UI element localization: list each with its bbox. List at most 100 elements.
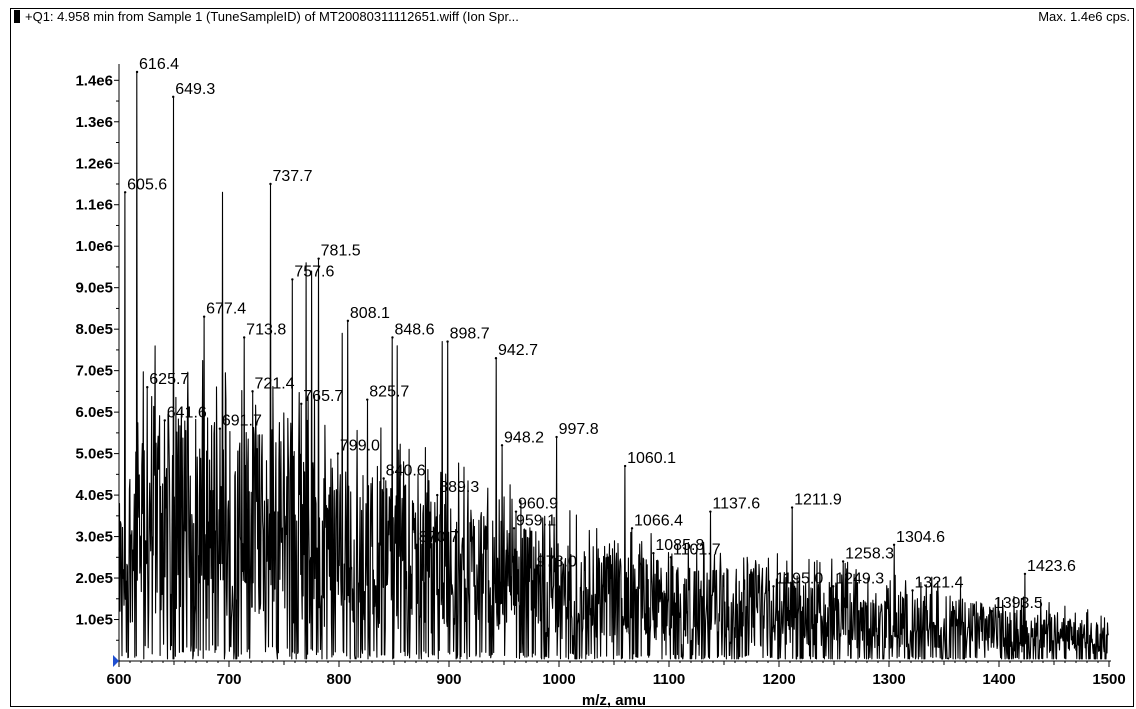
y-tick-label: 1.2e6 bbox=[75, 155, 113, 172]
peak-point bbox=[709, 510, 712, 513]
peak-label: 757.6 bbox=[294, 263, 334, 280]
peak-point bbox=[317, 257, 320, 260]
x-tick-label: 1300 bbox=[872, 671, 905, 688]
peak-point bbox=[514, 510, 518, 513]
peak-labels: 605.6 616.4 625.7 641.6 649.3 677.4 691.7 713.8… bbox=[123, 56, 1076, 613]
y-tick-label: 8.0e5 bbox=[75, 321, 113, 338]
spectrum-title: +Q1: 4.958 min from Sample 1 (TuneSample… bbox=[25, 9, 519, 24]
peak-label: 1085.8 bbox=[655, 537, 704, 554]
y-tick-label: 6.0e5 bbox=[75, 404, 113, 421]
peak-point bbox=[346, 319, 350, 323]
y-tick-label: 5.0e5 bbox=[75, 446, 113, 463]
peak-point bbox=[555, 435, 558, 439]
x-tick-label: 1000 bbox=[542, 671, 575, 688]
y-tick-label: 1.3e6 bbox=[75, 114, 113, 131]
peak-label: 978.0 bbox=[537, 554, 577, 571]
peak-label: 605.6 bbox=[127, 176, 167, 193]
peak-point bbox=[790, 506, 794, 509]
peak-point bbox=[172, 95, 175, 99]
peak-point bbox=[146, 386, 149, 389]
peak-label: 641.6 bbox=[167, 404, 207, 421]
x-tick-label: 800 bbox=[326, 671, 351, 688]
peak-label: 1258.3 bbox=[845, 545, 894, 562]
peak-point bbox=[382, 477, 385, 480]
x-tick-label: 1200 bbox=[762, 671, 795, 688]
peak-label: 616.4 bbox=[139, 56, 179, 73]
peak-point bbox=[623, 464, 627, 468]
peak-label: 677.4 bbox=[206, 301, 246, 318]
y-tick-label: 1.0e6 bbox=[75, 238, 113, 255]
peak-point bbox=[512, 527, 516, 530]
y-tick-label: 7.0e5 bbox=[75, 363, 113, 380]
peak-label: 960.9 bbox=[518, 496, 558, 513]
peak-point bbox=[436, 493, 439, 497]
peak-point bbox=[300, 402, 303, 406]
peak-label: 649.3 bbox=[175, 81, 215, 98]
peak-label: 625.7 bbox=[149, 371, 189, 388]
peak-point bbox=[990, 610, 994, 613]
x-tick-label: 1500 bbox=[1092, 671, 1125, 688]
peak-label: 1304.6 bbox=[896, 529, 945, 546]
x-axis-label: m/z, amu bbox=[582, 692, 646, 709]
y-tick-label: 2.0e5 bbox=[75, 570, 113, 587]
peak-point bbox=[251, 390, 254, 393]
peak-point bbox=[892, 543, 896, 547]
chart-header: +Q1: 4.958 min from Sample 1 (TuneSample… bbox=[10, 8, 1134, 26]
peak-point bbox=[291, 278, 294, 281]
peak-label: 1249.3 bbox=[835, 570, 884, 587]
peak-label: 1066.4 bbox=[634, 512, 683, 529]
axes: 1.0e5 2.0e5 3.0e5 4.0e5 5.0e5 6.0e5 7.0e5 8.0e5… bbox=[75, 64, 1126, 709]
y-tick-label: 4.0e5 bbox=[75, 487, 113, 504]
peak-point bbox=[652, 551, 655, 555]
peak-point bbox=[832, 585, 835, 588]
x-tick-label: 1100 bbox=[653, 671, 686, 688]
peak-point bbox=[242, 336, 246, 339]
peak-label: 1211.9 bbox=[794, 492, 842, 509]
peak-point bbox=[135, 70, 139, 74]
peak-label: 1101.7 bbox=[673, 541, 721, 558]
peak-label: 942.7 bbox=[498, 342, 538, 359]
peak-label: 1137.6 bbox=[712, 496, 760, 513]
peak-point bbox=[123, 191, 127, 194]
peak-point bbox=[202, 315, 206, 318]
max-intensity-label: Max. 1.4e6 cps. bbox=[1038, 9, 1130, 24]
peak-point bbox=[269, 182, 272, 186]
peak-point bbox=[772, 585, 775, 588]
peak-point bbox=[163, 419, 166, 422]
origin-marker-icon bbox=[113, 655, 119, 667]
peak-label: 765.7 bbox=[303, 388, 343, 405]
peak-label: 691.7 bbox=[222, 413, 262, 430]
peak-label: 1195.0 bbox=[776, 570, 824, 587]
peak-point bbox=[336, 452, 340, 455]
peak-point bbox=[218, 427, 222, 430]
peak-label: 898.7 bbox=[450, 326, 490, 343]
peak-point bbox=[841, 560, 845, 563]
y-tick-label: 1.0e5 bbox=[75, 612, 113, 629]
peak-point bbox=[494, 357, 498, 360]
peak-label: 848.6 bbox=[394, 321, 434, 338]
peak-point bbox=[669, 556, 673, 559]
peak-label: 713.8 bbox=[246, 321, 286, 338]
peak-point bbox=[391, 336, 394, 339]
peak-label: 1423.6 bbox=[1027, 558, 1076, 575]
peak-label: 737.7 bbox=[272, 168, 312, 185]
y-tick-label: 9.0e5 bbox=[75, 280, 113, 297]
peak-label: 1321.4 bbox=[915, 574, 964, 591]
peak-label: 721.4 bbox=[255, 375, 295, 392]
spectrum-line bbox=[118, 71, 1110, 660]
peak-label: 959.1 bbox=[516, 512, 556, 529]
y-tick-label: 1.1e6 bbox=[75, 197, 113, 214]
window-marker-icon bbox=[14, 10, 20, 23]
peak-point bbox=[630, 527, 634, 530]
peak-point bbox=[500, 444, 504, 447]
y-tick-label: 3.0e5 bbox=[75, 529, 113, 546]
peak-label: 870.7 bbox=[419, 529, 459, 546]
spectrum-frame bbox=[10, 8, 1134, 707]
peak-label: 825.7 bbox=[369, 384, 409, 401]
peak-label: 997.8 bbox=[559, 421, 599, 438]
x-tick-label: 1400 bbox=[982, 671, 1015, 688]
peak-label: 948.2 bbox=[504, 429, 544, 446]
peak-label: 840.6 bbox=[386, 462, 426, 479]
peak-point bbox=[366, 398, 369, 401]
